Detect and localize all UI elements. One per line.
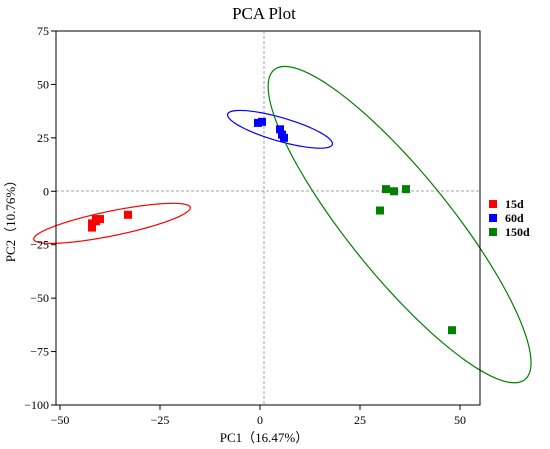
data-points	[88, 117, 456, 335]
legend-swatch-150d	[489, 228, 497, 236]
x-tick-label: 25	[354, 413, 366, 427]
y-tick-label: −100	[24, 398, 49, 412]
y-tick-label: 25	[37, 131, 49, 145]
y-tick-label: 75	[37, 24, 49, 38]
chart-title: PCA Plot	[232, 4, 296, 23]
point-15d-5	[92, 217, 100, 226]
plot-frame	[55, 30, 481, 406]
y-tick-label: −25	[30, 238, 49, 252]
x-axis-label: PC1（16.47%）	[220, 430, 308, 445]
x-tick-label: 0	[257, 413, 263, 427]
point-150d-2	[382, 185, 390, 194]
legend-label-60d: 60d	[505, 211, 524, 225]
point-15d-3	[88, 223, 96, 232]
point-150d-3	[390, 187, 398, 196]
y-tick-label: −75	[30, 345, 49, 359]
point-60d-5	[280, 133, 288, 142]
legend-swatch-15d	[489, 200, 497, 208]
y-tick-label: 0	[43, 184, 49, 198]
ellipse-60d	[226, 109, 334, 149]
y-tick-label: −50	[30, 291, 49, 305]
point-150d-5	[448, 326, 456, 335]
point-150d-1	[376, 206, 384, 215]
y-axis-ticks: 75 50 25 0 −25 −50 −75 −100	[24, 24, 56, 412]
confidence-ellipses	[33, 65, 532, 384]
point-60d-3	[276, 125, 284, 134]
y-axis-label: PC2（10.76%）	[3, 174, 18, 262]
ellipse-150d	[267, 65, 532, 384]
point-150d-4	[402, 185, 410, 194]
point-60d-2	[258, 117, 266, 126]
legend-label-150d: 150d	[505, 225, 530, 239]
x-axis-ticks: −50 −25 0 25 50	[51, 405, 466, 427]
legend-label-15d: 15d	[505, 197, 524, 211]
legend-swatch-60d	[489, 214, 497, 222]
x-tick-label: −25	[151, 413, 170, 427]
ellipse-15d	[33, 202, 191, 244]
y-tick-label: 50	[37, 77, 49, 91]
point-15d-6	[124, 210, 132, 219]
x-tick-label: 50	[454, 413, 466, 427]
x-tick-label: −50	[51, 413, 70, 427]
